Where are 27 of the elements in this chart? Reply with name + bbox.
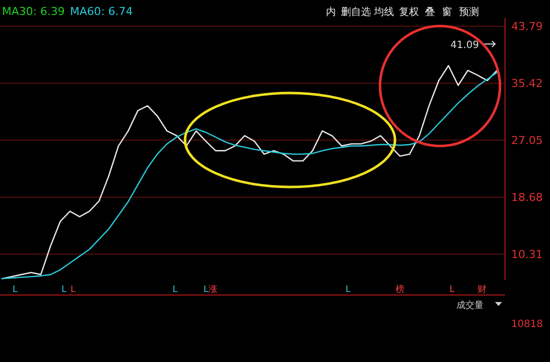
text: L xyxy=(345,285,351,295)
y-tick-label: 27.05 xyxy=(511,134,543,148)
text: L xyxy=(172,285,178,295)
text: 复权 xyxy=(399,6,419,18)
text: 财 xyxy=(478,284,486,295)
text: L xyxy=(449,285,455,295)
y-tick-label: 18.68 xyxy=(511,191,543,204)
text: L xyxy=(12,285,18,295)
text: 均线 xyxy=(373,6,394,18)
text: L xyxy=(61,285,67,295)
annotation: 41.09 xyxy=(450,40,479,51)
text: MA30: 6.39 xyxy=(2,5,65,18)
y-tick-label: 43.79 xyxy=(511,20,543,34)
text: 10818 xyxy=(511,319,543,330)
text: 窗 xyxy=(442,6,452,18)
text: 榜 xyxy=(396,284,404,295)
text: L xyxy=(70,285,76,295)
text: 删自选 xyxy=(341,6,371,18)
text: MA60: 6.74 xyxy=(70,5,133,18)
text: L xyxy=(203,285,209,295)
text: 叠 xyxy=(425,7,435,18)
text: 预测 xyxy=(459,6,479,18)
y-tick-label: 35.42 xyxy=(511,77,543,90)
text: 内 xyxy=(326,6,336,18)
text: 涨 xyxy=(208,284,218,295)
text: 成交量 xyxy=(456,300,484,311)
y-tick-label: 10.31 xyxy=(511,248,543,262)
